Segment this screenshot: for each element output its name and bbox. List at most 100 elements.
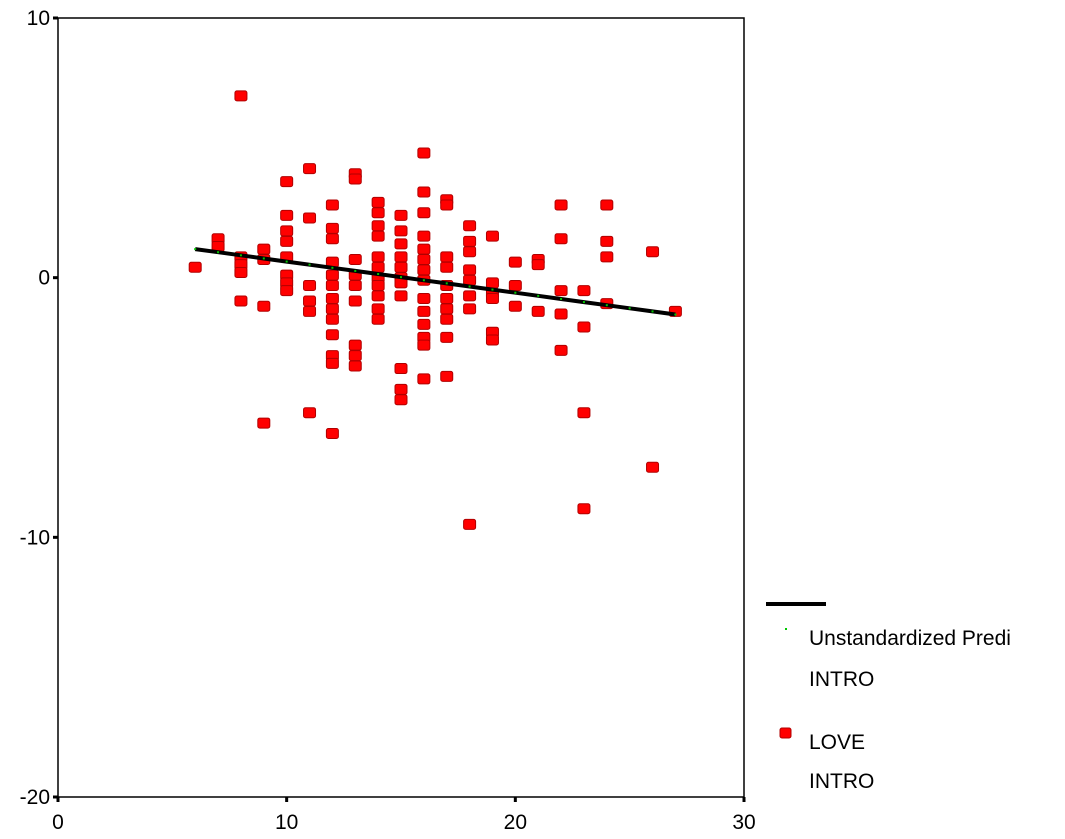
- data-point-love-intro: [646, 461, 660, 473]
- fit-line-point: [239, 254, 242, 257]
- fit-line-point: [674, 313, 677, 316]
- data-point-love-intro: [417, 305, 431, 317]
- fit-line-point: [262, 257, 265, 260]
- data-point-love-intro: [463, 246, 477, 258]
- data-point-love-intro: [485, 334, 499, 346]
- fit-line-point: [582, 301, 585, 304]
- data-point-love-intro: [531, 259, 545, 271]
- data-point-love-intro: [554, 233, 568, 245]
- data-points-layer: [188, 90, 682, 530]
- data-point-love-intro: [280, 285, 294, 297]
- data-point-love-intro: [485, 230, 499, 242]
- data-point-love-intro: [417, 147, 431, 159]
- data-point-love-intro: [348, 360, 362, 372]
- data-point-love-intro: [577, 503, 591, 515]
- data-point-love-intro: [440, 303, 454, 315]
- data-point-love-intro: [440, 199, 454, 211]
- fit-line-point: [331, 266, 334, 269]
- fit-line-point: [354, 269, 357, 272]
- fit-line-point: [514, 291, 517, 294]
- fit-line-layer: [194, 247, 677, 317]
- plot-area-border: [57, 17, 745, 798]
- data-point-love-intro: [485, 277, 499, 289]
- data-point-love-intro: [371, 313, 385, 325]
- legend-entry-fit-line: Unstandardized Predi INTRO: [766, 602, 1011, 691]
- data-point-love-intro: [394, 383, 408, 395]
- data-point-love-intro: [303, 295, 317, 307]
- data-point-love-intro: [508, 300, 522, 312]
- data-point-love-intro: [325, 222, 339, 234]
- fit-line-point: [377, 273, 380, 276]
- data-point-love-intro: [508, 256, 522, 268]
- fit-line-point: [445, 282, 448, 285]
- fit-line-point: [194, 248, 197, 251]
- data-point-love-intro: [440, 292, 454, 304]
- y-tick-label: 0: [38, 267, 50, 290]
- data-point-love-intro: [325, 269, 339, 281]
- legend: Unstandardized Predi INTRO LOVE INTRO: [766, 602, 1011, 793]
- x-tick-label: 30: [732, 811, 755, 834]
- fit-line-point: [400, 276, 402, 279]
- legend-love-label-line2: INTRO: [809, 770, 874, 793]
- data-point-love-intro: [417, 207, 431, 219]
- data-point-love-intro: [371, 251, 385, 263]
- data-point-love-intro: [303, 212, 317, 224]
- data-point-love-intro: [371, 261, 385, 273]
- data-point-love-intro: [371, 290, 385, 302]
- data-point-love-intro: [600, 199, 614, 211]
- fit-line-point: [491, 288, 494, 291]
- data-point-love-intro: [371, 230, 385, 242]
- data-point-love-intro: [440, 261, 454, 273]
- legend-entry-love-intro: LOVE INTRO: [779, 727, 874, 793]
- data-point-love-intro: [394, 394, 408, 406]
- y-tick-label: 10: [27, 7, 50, 30]
- data-point-love-intro: [303, 407, 317, 419]
- data-point-love-intro: [188, 261, 202, 273]
- data-point-love-intro: [280, 209, 294, 221]
- data-point-love-intro: [394, 209, 408, 221]
- x-tick-label: 0: [52, 811, 64, 834]
- fit-line-point: [537, 294, 540, 297]
- legend-square-swatch: [779, 727, 792, 739]
- data-point-love-intro: [463, 303, 477, 315]
- data-point-love-intro: [325, 427, 339, 439]
- data-point-love-intro: [485, 292, 499, 304]
- data-point-love-intro: [325, 199, 339, 211]
- data-point-love-intro: [463, 264, 477, 276]
- fit-line-point: [308, 263, 311, 266]
- data-point-love-intro: [325, 292, 339, 304]
- data-point-love-intro: [280, 235, 294, 247]
- legend-fit-label-line2: INTRO: [809, 668, 874, 691]
- data-point-love-intro: [303, 279, 317, 291]
- data-point-love-intro: [440, 251, 454, 263]
- data-point-love-intro: [371, 303, 385, 315]
- data-point-love-intro: [463, 235, 477, 247]
- data-point-love-intro: [440, 313, 454, 325]
- data-point-love-intro: [417, 253, 431, 265]
- fit-line-point: [560, 297, 563, 300]
- x-tick-label: 10: [275, 811, 298, 834]
- data-point-love-intro: [417, 264, 431, 276]
- data-point-love-intro: [257, 243, 271, 255]
- data-point-love-intro: [371, 220, 385, 232]
- data-point-love-intro: [234, 90, 248, 102]
- data-point-love-intro: [440, 370, 454, 382]
- data-point-love-intro: [348, 295, 362, 307]
- fit-line-point: [422, 279, 425, 282]
- legend-dot-swatch: [785, 628, 787, 630]
- data-point-love-intro: [554, 344, 568, 356]
- fit-line-point: [285, 260, 288, 263]
- data-point-love-intro: [325, 279, 339, 291]
- data-point-love-intro: [394, 238, 408, 250]
- data-point-love-intro: [371, 196, 385, 208]
- data-point-love-intro: [577, 285, 591, 297]
- data-point-love-intro: [508, 279, 522, 291]
- data-point-love-intro: [440, 331, 454, 343]
- data-point-love-intro: [417, 186, 431, 198]
- data-point-love-intro: [394, 261, 408, 273]
- data-point-love-intro: [325, 357, 339, 369]
- data-point-love-intro: [600, 235, 614, 247]
- data-point-love-intro: [325, 233, 339, 245]
- data-point-love-intro: [394, 290, 408, 302]
